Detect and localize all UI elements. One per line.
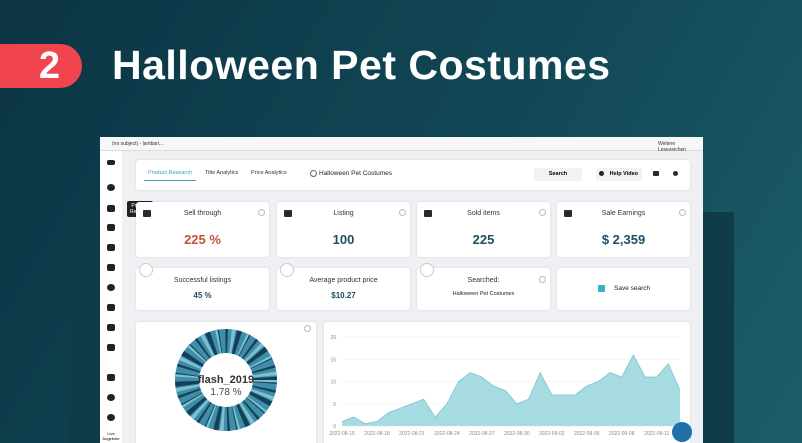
donut-card: flash_2019 1.78 % (136, 322, 316, 443)
y-tick-label: 0 (333, 424, 336, 430)
stat-card: Searched: Halloween Pet Costumes (417, 263, 550, 310)
nav-icon[interactable] (107, 224, 115, 231)
stat-card: Average product price $10.27 (277, 263, 410, 310)
sidebar-footer[interactable]: Live Angebote (102, 431, 120, 441)
stat-label: Sold items (467, 210, 500, 217)
x-tick-label: 2022-09-11 (644, 431, 669, 437)
stat-value: 45 % (193, 291, 212, 300)
help-icon (679, 209, 686, 216)
donut-value: 1.78 % (210, 387, 241, 398)
step-number: 2 (0, 44, 82, 88)
stat-value: 225 % (184, 232, 221, 247)
nav-icon[interactable] (107, 324, 115, 331)
bookmarks[interactable]: Weitere Lesezeichen (658, 141, 687, 153)
stat-value: $ 2,359 (601, 232, 646, 247)
nav-tab[interactable]: Title Analytics (205, 170, 239, 176)
nav-icon[interactable] (107, 304, 115, 311)
stat-card: Sale Earnings $ 2,359 (557, 202, 690, 257)
x-tick-label: 2022-08-15 (329, 431, 355, 437)
nav-tab[interactable]: Price Analytics (251, 170, 287, 176)
help-icon (258, 209, 265, 216)
nav-icon[interactable] (107, 264, 115, 271)
help-icon (539, 209, 546, 216)
x-tick-label: 2022-08-27 (469, 431, 495, 437)
x-tick-label: 2022-09-02 (539, 431, 565, 437)
stat-label: Sale Earnings (601, 210, 646, 217)
menu-icon[interactable] (107, 160, 115, 165)
save-search[interactable]: Save search (614, 285, 651, 292)
settings-icon[interactable] (107, 394, 115, 401)
sidebar: Live Angebote (100, 151, 122, 443)
stat-label: Listing (333, 210, 354, 217)
stat-icon (139, 263, 153, 277)
x-tick-label: 2022-08-21 (399, 431, 425, 437)
browser-bar: (no subject) - lambari... Weitere Leseze… (100, 137, 703, 153)
stat-card: Listing 100 (277, 202, 410, 257)
search-input[interactable]: Halloween Pet Costumes (319, 170, 392, 177)
browser-tab: (no subject) - lambari... (112, 141, 164, 147)
stat-icon (284, 210, 292, 217)
list-icon[interactable] (653, 171, 659, 176)
x-tick-label: 2022-09-05 (574, 431, 600, 437)
stat-card: Sell through 225 % (136, 202, 269, 257)
stat-icon (424, 210, 432, 217)
stat-icon (420, 263, 434, 277)
x-tick-label: 2022-09-08 (609, 431, 635, 437)
stat-icon (564, 210, 572, 217)
area-line (341, 353, 681, 425)
play-icon (599, 171, 604, 176)
chat-button[interactable] (672, 422, 692, 442)
save-icon (598, 285, 605, 292)
banner-title: Halloween Pet Costumes (112, 42, 611, 88)
stat-label: Searched: (467, 277, 500, 284)
nav-icon[interactable] (107, 284, 115, 291)
nav-card: Product Research Title Analytics Price A… (136, 160, 690, 190)
area (342, 354, 680, 426)
stat-label: Successful listings (173, 277, 232, 284)
y-tick-label: 10 (330, 380, 336, 386)
tools-icon[interactable] (107, 374, 115, 381)
stat-value: 100 (332, 232, 355, 247)
donut: flash_2019 1.78 % (175, 329, 277, 431)
research-icon[interactable] (107, 205, 115, 212)
x-tick-label: 2022-08-30 (504, 431, 530, 437)
x-tick-label: 2022-08-24 (434, 431, 460, 437)
nav-icon[interactable] (107, 344, 115, 351)
help-button[interactable]: Help Video (596, 168, 642, 181)
search-icon (310, 170, 317, 177)
stat-value: $10.27 (331, 291, 356, 300)
stat-icon (280, 263, 294, 277)
search-button[interactable]: Search (534, 168, 582, 181)
area-chart: 0 5 10 15 20 2022-08-15 2022-08-18 2022-08-21 20… (329, 335, 681, 437)
power-icon[interactable] (107, 414, 115, 421)
stat-label: Sell through (183, 210, 222, 217)
y-tick-label: 20 (330, 335, 336, 341)
stat-value: 225 (472, 232, 495, 247)
donut-segments (175, 329, 277, 431)
nav-icon[interactable] (107, 244, 115, 251)
stat-card: Successful listings 45 % (136, 263, 269, 310)
y-tick-label: 15 (330, 357, 336, 363)
help-icon[interactable] (304, 325, 311, 332)
gear-icon[interactable] (673, 171, 678, 176)
help-icon (539, 276, 546, 283)
stat-icon (143, 210, 151, 217)
donut-label: flash_2019 (198, 374, 254, 386)
stat-label: Average product price (309, 277, 378, 284)
x-tick-label: 2022-08-18 (364, 431, 390, 437)
view-icon[interactable] (107, 184, 115, 191)
y-tick-label: 5 (333, 402, 336, 408)
help-icon (399, 209, 406, 216)
nav-tab-active[interactable]: Product Research (144, 168, 197, 181)
chart-card: 0 5 10 15 20 2022-08-15 2022-08-18 2022-08-21 20… (324, 322, 690, 443)
stat-value: Halloween Pet Costumes (452, 291, 515, 297)
app-window: (no subject) - lambari... Weitere Leseze… (100, 137, 703, 443)
stat-card: Save search (557, 268, 690, 310)
stat-card: Sold items 225 (417, 202, 550, 257)
